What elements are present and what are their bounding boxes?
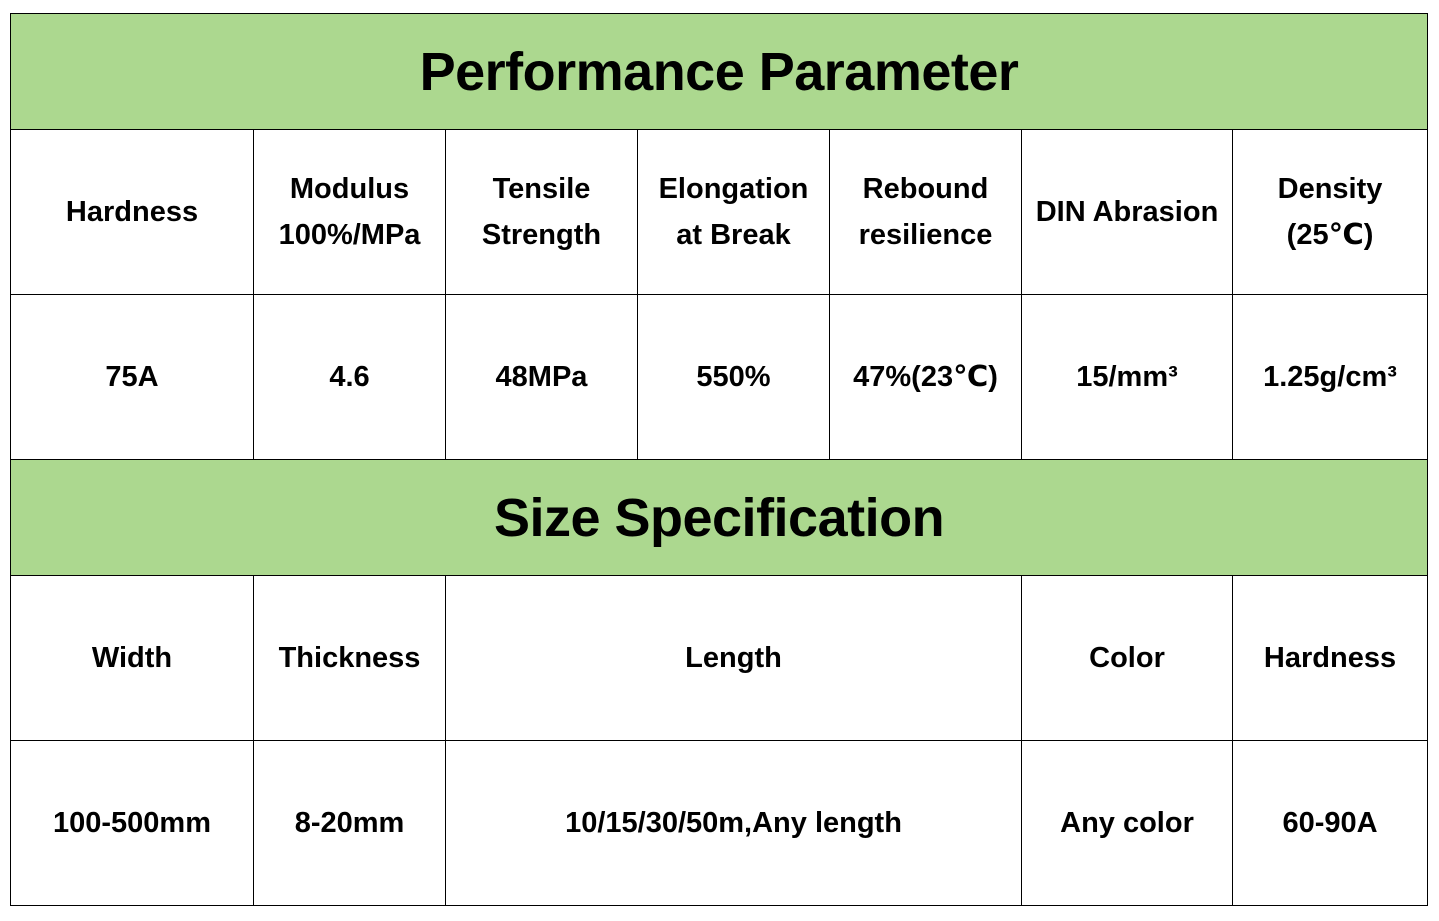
header-hardness: Hardness [10, 129, 254, 295]
value-hardness: 75A [10, 294, 254, 460]
header-length: Length [445, 575, 1022, 741]
value-modulus: 4.6 [253, 294, 446, 460]
value-din-abrasion: 15/mm³ [1021, 294, 1233, 460]
header-size-hardness: Hardness [1231, 575, 1429, 741]
header-din-abrasion: DIN Abrasion [1021, 129, 1233, 295]
header-density: Density (25℃) [1231, 129, 1429, 295]
header-color: Color [1021, 575, 1233, 741]
header-rebound: Rebound resilience [829, 129, 1022, 295]
header-thickness: Thickness [253, 575, 446, 741]
value-tensile-strength: 48MPa [445, 294, 638, 460]
header-modulus: Modulus 100%/MPa [253, 129, 446, 295]
spec-table: Performance Parameter Hardness Modulus 1… [9, 13, 1429, 906]
size-title: Size Specification [9, 459, 1429, 576]
performance-value-row: 75A 4.6 48MPa 550% 47%(23℃) 15/mm³ 1.25g… [10, 294, 1429, 460]
header-elongation: Elongation at Break [637, 129, 830, 295]
size-value-row: 100-500mm 8-20mm 10/15/30/50m,Any length… [10, 740, 1429, 906]
performance-header-row: Hardness Modulus 100%/MPa Tensile Streng… [10, 129, 1429, 295]
value-rebound: 47%(23℃) [829, 294, 1022, 460]
performance-title: Performance Parameter [9, 13, 1429, 130]
value-width: 100-500mm [10, 740, 254, 906]
size-header-row: Width Thickness Length Color Hardness [10, 575, 1429, 741]
value-elongation: 550% [637, 294, 830, 460]
value-size-hardness: 60-90A [1231, 740, 1429, 906]
header-width: Width [10, 575, 254, 741]
value-thickness: 8-20mm [253, 740, 446, 906]
value-color: Any color [1021, 740, 1233, 906]
value-density: 1.25g/cm³ [1231, 294, 1429, 460]
header-tensile-strength: Tensile Strength [445, 129, 638, 295]
value-length: 10/15/30/50m,Any length [445, 740, 1022, 906]
